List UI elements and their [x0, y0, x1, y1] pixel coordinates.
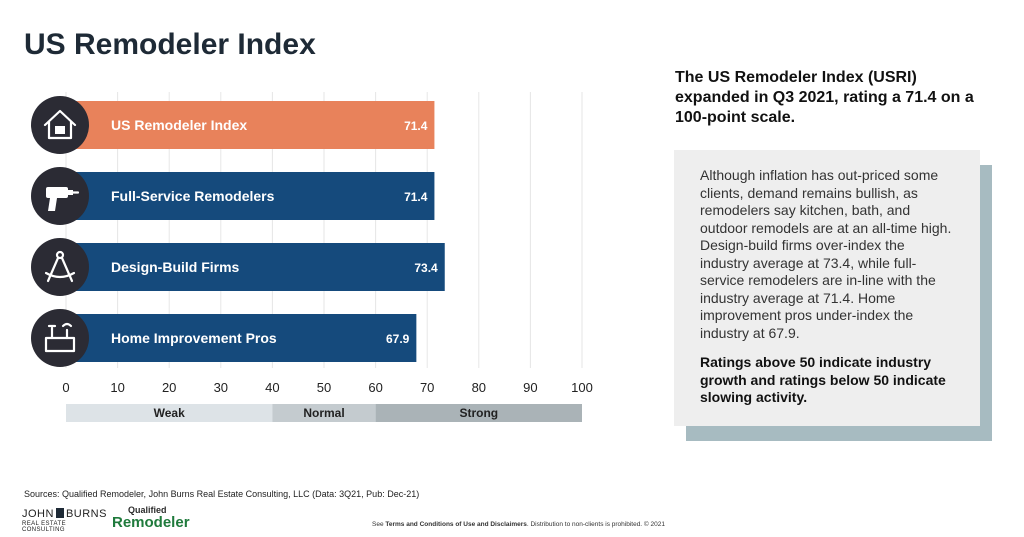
zone-normal: [272, 404, 376, 422]
headline: The US Remodeler Index (USRI) expanded i…: [675, 69, 974, 126]
icon-circle-2: [31, 238, 89, 296]
bar-chart: US Remodeler Index 71.4 Full-Service Remod…: [31, 92, 593, 422]
x-tick-label-3: 30: [214, 380, 228, 395]
bar-2: [66, 243, 445, 291]
zone-label-2: Strong: [459, 406, 498, 420]
summary-note: Ratings above 50 indicate industry growt…: [700, 354, 946, 405]
jb-mark-icon: [55, 508, 64, 518]
x-tick-label-6: 60: [368, 380, 382, 395]
x-tick-label-8: 80: [472, 380, 486, 395]
value-label-1: 71.4: [404, 190, 428, 204]
logo-jb-sub: REAL ESTATE CONSULTING: [22, 521, 66, 533]
x-tick-label-5: 50: [317, 380, 331, 395]
sources-note: Sources: Qualified Remodeler, John Burns…: [24, 489, 420, 499]
house-icon: [43, 109, 77, 140]
summary-panel: Although inflation has out-priced some c…: [674, 150, 980, 426]
qualified-remodeler-logo: Qualified Remodeler: [112, 506, 190, 531]
bar-label-1: Full-Service Remodelers: [111, 188, 275, 204]
logo-qr-main: Remodeler: [112, 514, 190, 531]
x-tick-label-7: 70: [420, 380, 434, 395]
bar-0: [66, 101, 435, 149]
compass-icon: [44, 250, 76, 283]
x-tick-label-1: 10: [110, 380, 124, 395]
drill-icon: [46, 187, 80, 211]
footer-post: . Distribution to non-clients is prohibi…: [526, 521, 665, 528]
terms-link[interactable]: Terms and Conditions of Use and Disclaim…: [385, 521, 527, 528]
logo-qr-top: Qualified: [128, 505, 167, 515]
x-tick-label-4: 40: [265, 380, 279, 395]
logo-jb-word-2: BURNS: [65, 508, 107, 520]
zone-label-0: Weak: [154, 406, 185, 420]
zone-label-1: Normal: [303, 406, 344, 420]
value-label-3: 67.9: [386, 332, 410, 346]
x-tick-label-9: 90: [523, 380, 537, 395]
bar-3: [66, 314, 417, 362]
x-tick-label-0: 0: [62, 380, 69, 395]
footer-disclaimer: See Terms and Conditions of Use and Disc…: [372, 521, 665, 528]
zone-weak: [66, 404, 273, 422]
value-label-0: 71.4: [404, 119, 428, 133]
toolbox-icon: [44, 322, 76, 353]
john-burns-logo: JOHN BURNS REAL ESTATE CONSULTING: [22, 508, 108, 533]
chart-title: US Remodeler Index: [24, 28, 316, 61]
x-tick-label-10: 100: [571, 380, 593, 395]
bar-label-0: US Remodeler Index: [111, 117, 247, 133]
summary-body: Although inflation has out-priced some c…: [700, 167, 952, 341]
bar-label-2: Design-Build Firms: [111, 259, 240, 275]
footer-pre: See: [372, 521, 384, 528]
bar-label-3: Home Improvement Pros: [111, 330, 277, 346]
bar-1: [66, 172, 435, 220]
x-tick-label-2: 20: [162, 380, 176, 395]
icon-circle-0: [31, 96, 89, 154]
logo-jb-word-1: JOHN: [22, 508, 54, 520]
zone-strong: [375, 404, 582, 422]
value-label-2: 73.4: [414, 261, 438, 275]
